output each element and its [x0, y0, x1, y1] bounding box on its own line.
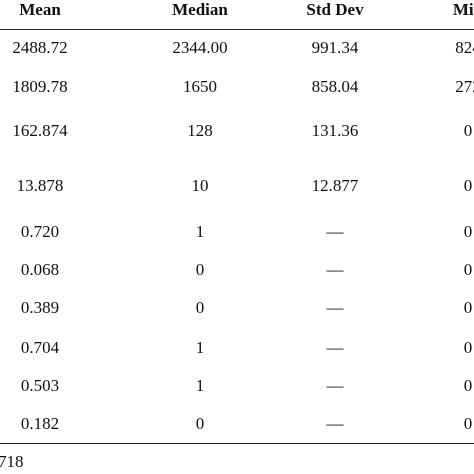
table-cell: 2344.00	[172, 38, 228, 57]
table-cell: 1	[195, 222, 205, 241]
table-cell: 128	[187, 121, 213, 140]
column-header: Std Dev	[306, 0, 364, 19]
table-cell: —	[326, 376, 344, 395]
header-rule	[0, 29, 474, 30]
table-cell: 10	[191, 176, 209, 195]
table-cell: 0	[463, 376, 473, 395]
table-cell: 0.704	[20, 338, 60, 357]
table-cell: 824	[455, 38, 474, 57]
table-cell: 0	[463, 222, 473, 241]
table-cell: 0	[463, 121, 473, 140]
table-cell: 991.34	[311, 38, 359, 57]
table-cell: —	[326, 298, 344, 317]
table-cell: 0.503	[20, 376, 60, 395]
table-cell: 0.182	[20, 414, 60, 433]
table-cell: 13.878	[16, 176, 64, 195]
table-cell: 131.36	[311, 121, 359, 140]
column-header: Mean	[19, 0, 61, 19]
table-cell: —	[326, 414, 344, 433]
table-cell: —	[326, 338, 344, 357]
table-cell: 2488.72	[12, 38, 68, 57]
table-cell: 0.068	[20, 260, 60, 279]
table-cell: 0	[463, 176, 473, 195]
table-cell: 1	[195, 376, 205, 395]
table-cell: 0.389	[20, 298, 60, 317]
table-cell: 272	[455, 77, 474, 96]
table-cell: 0	[195, 298, 205, 317]
table-cell: 0	[463, 298, 473, 317]
table-cell: 1	[195, 338, 205, 357]
table-cell: 0	[463, 414, 473, 433]
bottom-rule	[0, 443, 474, 444]
table-cell: 0.720	[20, 222, 60, 241]
table-cell: —	[326, 222, 344, 241]
footer-text: 718	[0, 452, 24, 471]
table-cell: 0	[195, 414, 205, 433]
table-cell: 858.04	[311, 77, 359, 96]
table-cell: 1650	[183, 77, 217, 96]
column-header: Median	[172, 0, 228, 19]
table-cell: —	[326, 260, 344, 279]
column-header: Min	[452, 0, 474, 19]
table-cell: 0	[463, 260, 473, 279]
table-cell: 12.877	[311, 176, 359, 195]
table-cell: 1809.78	[12, 77, 68, 96]
table-cell: 162.874	[12, 121, 68, 140]
table-cell: 0	[463, 338, 473, 357]
table-cell: 0	[195, 260, 205, 279]
